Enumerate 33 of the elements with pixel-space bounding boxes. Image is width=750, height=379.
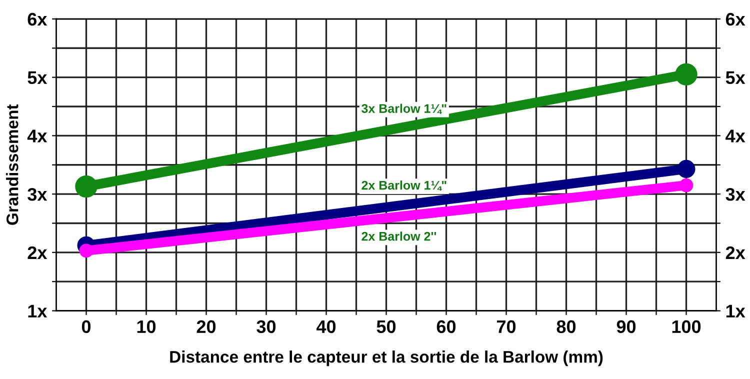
point xyxy=(675,63,698,86)
point xyxy=(75,175,98,198)
x-tick-label: 50 xyxy=(376,320,396,334)
x-tick-label: 0 xyxy=(82,320,91,334)
y-tick-label: 2x xyxy=(28,246,48,259)
x-axis-title: Distance entre le capteur et la sortie de la Barlow (mm) xyxy=(170,350,603,366)
x-tick-label: 20 xyxy=(196,320,216,334)
series-label: 3x Barlow 1¼" xyxy=(362,104,446,114)
y2-tick-label: 2x xyxy=(726,246,746,259)
y-axis-title: Grandissement xyxy=(6,104,18,225)
y-tick-label: 6x xyxy=(28,12,48,26)
x-tick-label: 40 xyxy=(316,320,336,334)
x-tick-label: 100 xyxy=(672,320,701,334)
x-tick-label: 60 xyxy=(436,320,456,334)
x-tick-label: 90 xyxy=(616,320,636,334)
y2-tick-label: 6x xyxy=(726,12,746,26)
y-tick-label: 1x xyxy=(28,304,48,318)
x-tick-label: 30 xyxy=(256,320,276,334)
series-label: 2x Barlow 1¼" xyxy=(362,180,446,191)
point xyxy=(679,178,694,192)
y2-tick-label: 3x xyxy=(726,188,746,201)
y2-tick-label: 5x xyxy=(726,71,746,84)
x-tick-label: 70 xyxy=(496,320,516,334)
y-tick-label: 4x xyxy=(27,130,48,142)
series-label: 2x Barlow 2'' xyxy=(362,232,436,241)
point xyxy=(677,160,696,178)
y-tick-label: 5x xyxy=(28,71,48,84)
x-tick-label: 10 xyxy=(137,320,156,334)
point xyxy=(79,244,94,258)
y2-tick-label: 1x xyxy=(726,304,746,318)
y-tick-label: 3x xyxy=(28,188,48,201)
y2-tick-label: 4x xyxy=(726,130,746,142)
x-tick-label: 80 xyxy=(556,320,576,334)
